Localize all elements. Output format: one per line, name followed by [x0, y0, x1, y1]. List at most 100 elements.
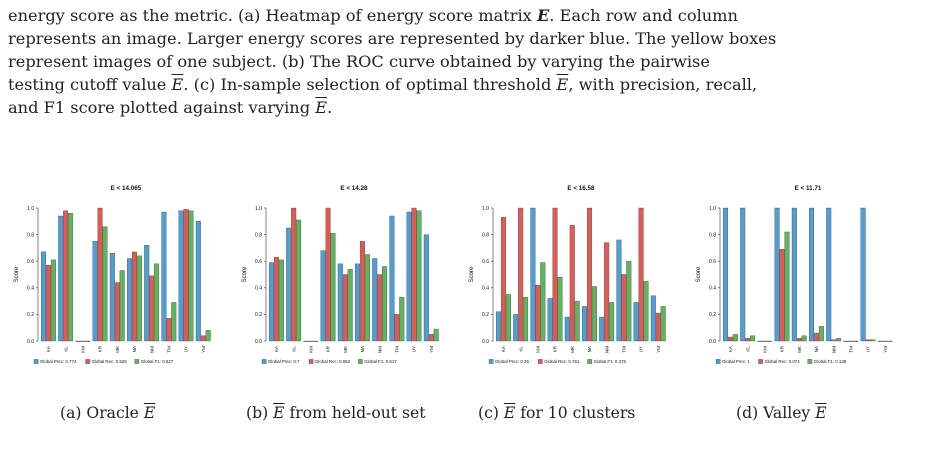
legend-swatch	[538, 359, 543, 364]
bar	[188, 210, 194, 342]
y-tick-label: 0.2	[27, 312, 34, 318]
x-tick-label: NA	[587, 345, 592, 352]
y-tick-label: 0.0	[482, 339, 489, 345]
y-tick-label: 0.8	[255, 232, 262, 238]
subfigure-caption-d: (d) Valley E	[736, 404, 827, 422]
bar	[313, 340, 319, 342]
matrix-symbol: E	[536, 6, 550, 25]
bar	[586, 207, 592, 342]
bar	[564, 316, 570, 342]
paragraph-line-3: represent images of one subject. (b) The…	[8, 52, 710, 71]
legend-label: Global Prec: 0.774	[40, 359, 77, 364]
ebar-symbol: E	[503, 404, 516, 422]
bar	[660, 306, 666, 342]
caption-text: (d) Valley	[736, 404, 816, 422]
y-tick-label: 0.8	[709, 232, 716, 238]
bar	[166, 318, 172, 342]
bar	[616, 239, 622, 342]
bar	[359, 241, 365, 342]
legend-label: Global F1: 0.138	[814, 359, 847, 364]
legend-label: Global Prec: 0.25	[495, 359, 529, 364]
ebar-symbol: E	[273, 404, 285, 422]
y-tick-label: 0.4	[482, 286, 489, 292]
x-tick-label: TM	[622, 346, 627, 353]
legend-swatch	[758, 359, 763, 364]
bar	[320, 250, 326, 342]
x-tick-label: UY	[639, 346, 644, 352]
subfigure-caption-b: (b) E from held-out set	[246, 404, 425, 422]
bar	[372, 258, 378, 342]
bar	[609, 302, 615, 342]
y-tick-label: 0.8	[482, 232, 489, 238]
x-tick-label: NA	[132, 345, 137, 352]
legend-label: Global Rec: 0.761	[544, 359, 580, 364]
x-tick-label: UY	[866, 346, 871, 352]
bar	[355, 263, 361, 342]
x-tick-label: NM	[604, 346, 609, 353]
x-tick-label: KM	[81, 346, 86, 353]
legend-swatch	[807, 359, 813, 364]
legend-swatch	[587, 359, 592, 364]
bar	[530, 207, 536, 342]
ebar-symbol: E	[143, 404, 156, 422]
bar	[591, 286, 597, 342]
bar	[740, 207, 746, 342]
bar	[273, 257, 279, 342]
bar	[557, 276, 563, 342]
bar	[887, 340, 893, 342]
bar	[750, 335, 756, 342]
x-tick-label: KA	[501, 345, 506, 352]
x-tick-label: MK	[343, 345, 348, 353]
bar	[131, 251, 137, 342]
y-tick-label: 1.0	[255, 206, 262, 212]
bar-chart-valley: E < 11.71 Score 0.0 0.2 0.4 0.6 0.8 1.0 KA KL KM KR…	[696, 185, 893, 364]
bar	[848, 340, 854, 342]
bar	[621, 274, 627, 342]
bar	[727, 336, 733, 342]
y-tick-label: 0.2	[709, 312, 716, 318]
x-tick-label: MK	[570, 345, 575, 353]
legend-swatch	[488, 359, 494, 364]
bar	[767, 340, 773, 342]
x-tick-label: TM	[167, 346, 172, 353]
legend-swatch	[33, 359, 39, 364]
x-tick-label: NM	[831, 346, 836, 353]
paragraph-line-2: represents an image. Larger energy score…	[8, 29, 777, 48]
y-tick-label: 0.4	[27, 286, 34, 292]
x-tick-label: KR	[780, 345, 785, 352]
bar	[200, 335, 206, 342]
bar	[518, 207, 524, 342]
bar	[882, 340, 888, 342]
x-tick-label: KM	[763, 346, 768, 353]
bar	[399, 296, 405, 342]
x-tick-label: NM	[149, 346, 154, 353]
y-tick-label: 1.0	[482, 206, 489, 212]
bar	[523, 296, 529, 342]
bar	[732, 334, 738, 342]
bar	[540, 262, 546, 342]
bar	[136, 255, 142, 342]
bar	[92, 241, 98, 342]
y-tick-label: 0.0	[255, 339, 262, 345]
ebar-symbol: E	[171, 75, 184, 94]
bar-chart-oracle: E < 14.065 Score 0.0 0.2 0.4 0.6 0.8 1.0 KA KL KM K…	[14, 185, 211, 364]
bar-chart-held-out: E < 14.28 Score 0.0 0.2 0.4 0.6 0.8 1.0 KA KL KM KR…	[242, 185, 439, 364]
bar	[63, 210, 69, 342]
bar	[347, 269, 353, 342]
bar	[496, 311, 502, 342]
text-span: energy score as the metric. (a) Heatmap …	[8, 6, 537, 25]
bar	[195, 221, 201, 342]
ebar-symbol: E	[815, 404, 827, 422]
chart-panel-d: E < 11.71 Score 0.0 0.2 0.4 0.6 0.8 1.0 KA KL KM KR…	[696, 178, 904, 378]
legend-label: Global Rec: 0.074	[765, 359, 801, 364]
legend-swatch	[134, 359, 140, 364]
bar	[394, 314, 400, 342]
bar	[342, 274, 348, 342]
y-tick-label: 0.4	[709, 286, 716, 292]
bar	[650, 295, 656, 342]
chart-title: E < 16.58	[567, 185, 595, 192]
x-tick-label: YM	[429, 346, 434, 353]
bar	[723, 207, 729, 342]
x-tick-label: NA	[814, 345, 819, 352]
bar	[102, 226, 108, 342]
